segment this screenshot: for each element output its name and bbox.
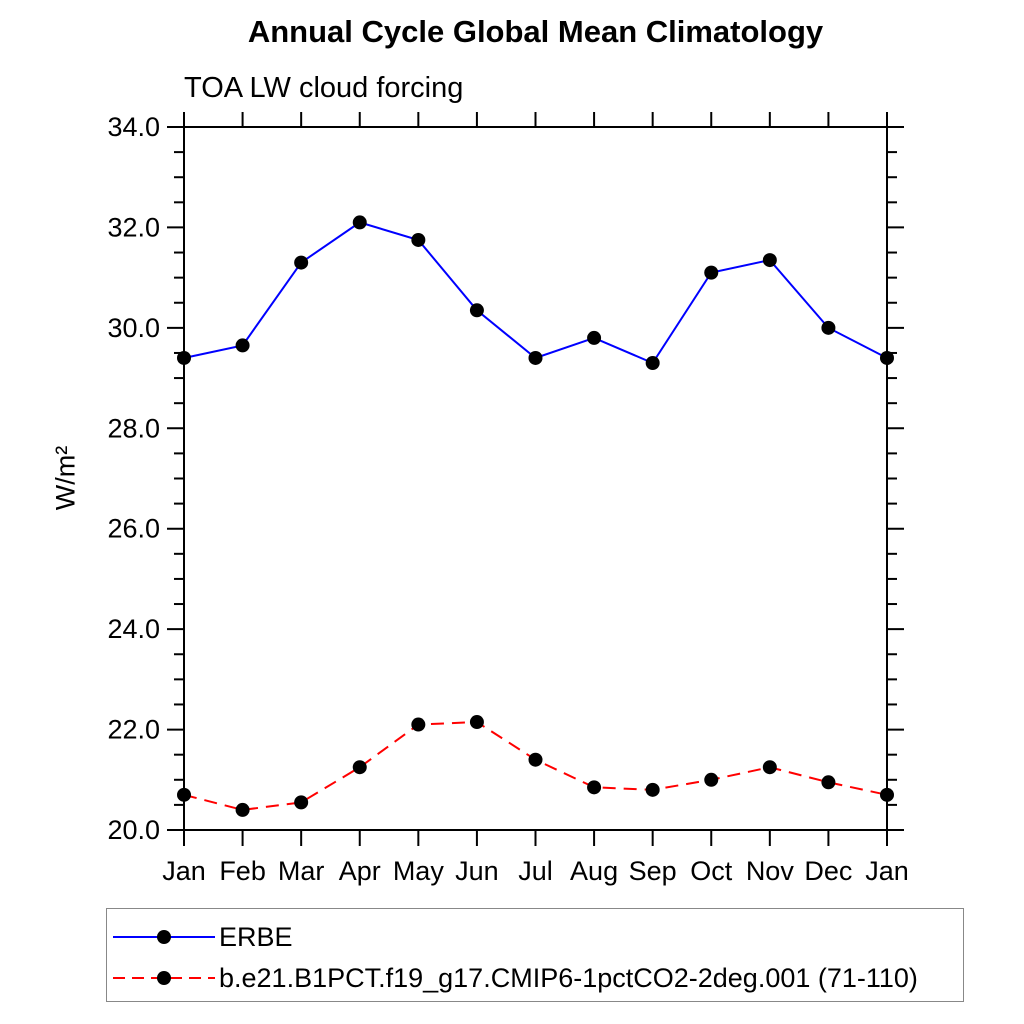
y-tick-label: 34.0: [107, 112, 160, 142]
x-tick-label: Jan: [162, 856, 206, 886]
data-point-marker: [821, 775, 836, 790]
x-tick-label: Sep: [629, 856, 677, 886]
data-point-marker: [469, 715, 484, 730]
y-tick-label: 22.0: [107, 715, 160, 745]
data-point-marker: [235, 802, 250, 817]
legend-sample-line-dashed: [113, 971, 215, 985]
x-tick-label: Jan: [865, 856, 909, 886]
data-point-marker: [411, 232, 426, 247]
data-point-marker: [469, 303, 484, 318]
data-point-marker: [587, 330, 602, 345]
series-line-0: [183, 221, 888, 365]
data-point-marker: [880, 787, 894, 802]
data-point-marker: [177, 787, 191, 802]
x-tick-label: Jul: [518, 856, 553, 886]
data-point-marker: [704, 265, 719, 280]
data-point-marker: [762, 760, 777, 775]
x-tick-label: May: [393, 856, 445, 886]
chart-subtitle: TOA LW cloud forcing: [184, 72, 464, 104]
x-tick-label: Apr: [339, 856, 381, 886]
legend-sample-line-solid: [113, 930, 215, 944]
data-point-marker: [880, 350, 894, 365]
data-point-marker: [587, 780, 602, 795]
plot-frame: [183, 126, 888, 831]
data-point-marker: [352, 215, 367, 230]
legend-label-model: b.e21.B1PCT.f19_g17.CMIP6-1pctCO2-2deg.0…: [219, 962, 918, 993]
y-tick-label: 28.0: [107, 413, 160, 443]
legend-label-erbe: ERBE: [219, 921, 293, 952]
data-point-marker: [528, 752, 543, 767]
data-point-marker: [294, 255, 309, 270]
data-point-marker: [528, 350, 543, 365]
x-tick-label: Dec: [804, 856, 852, 886]
y-tick-label: 26.0: [107, 514, 160, 544]
data-point-marker: [352, 760, 367, 775]
chart-title: Annual Cycle Global Mean Climatology: [247, 14, 824, 49]
x-tick-label: Aug: [570, 856, 618, 886]
data-point-marker: [177, 350, 191, 365]
data-point-marker: [645, 782, 660, 797]
legend-box: ERBE b.e21.B1PCT.f19_g17.CMIP6-1pctCO2-2…: [106, 908, 964, 1002]
y-tick-label: 32.0: [107, 212, 160, 242]
x-tick-label: Jun: [455, 856, 499, 886]
data-point-marker: [645, 356, 660, 371]
y-tick-label: 20.0: [107, 815, 160, 845]
data-point-marker: [821, 320, 836, 335]
data-point-marker: [762, 253, 777, 268]
x-tick-label: Mar: [278, 856, 325, 886]
x-tick-label: Nov: [746, 856, 795, 886]
data-point-marker: [294, 795, 309, 810]
x-tick-label: Feb: [219, 856, 266, 886]
x-tick-label: Oct: [690, 856, 733, 886]
y-tick-label: 30.0: [107, 313, 160, 343]
data-point-marker: [235, 338, 250, 353]
legend-entry-model: b.e21.B1PCT.f19_g17.CMIP6-1pctCO2-2deg.0…: [111, 963, 918, 993]
legend-entry-erbe: ERBE: [111, 922, 293, 952]
data-point-marker: [411, 717, 426, 732]
data-point-marker: [704, 772, 719, 787]
y-tick-label: 24.0: [107, 614, 160, 644]
